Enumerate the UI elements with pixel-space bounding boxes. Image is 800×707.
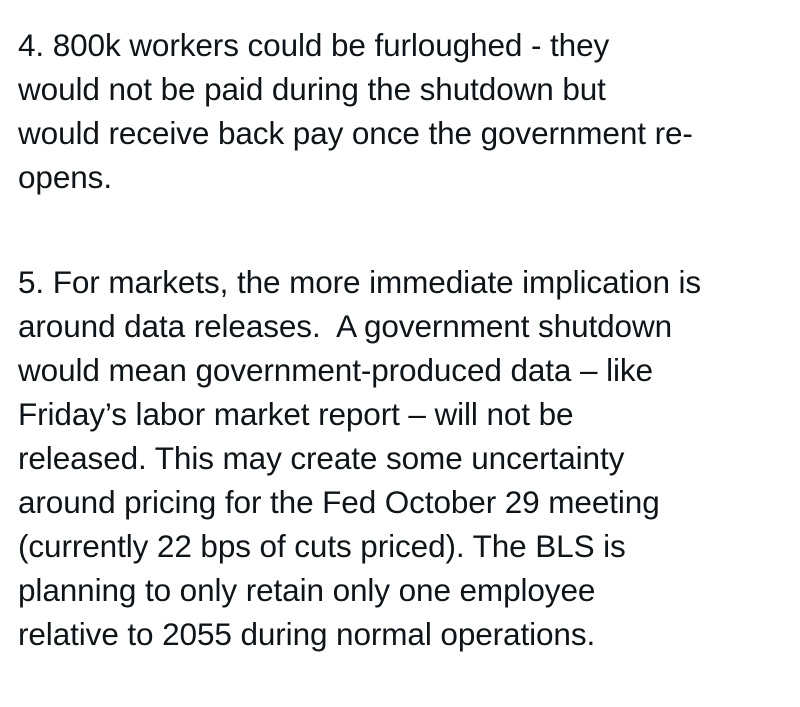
text-line: around data releases. A government shutd… bbox=[18, 308, 673, 344]
text-line: (currently 22 bps of cuts priced). The B… bbox=[18, 528, 626, 564]
text-line: around pricing for the Fed October 29 me… bbox=[18, 484, 660, 520]
text-line: would mean government-produced data – li… bbox=[18, 352, 653, 388]
text-line: 5. For markets, the more immediate impli… bbox=[18, 264, 702, 300]
text-line: planning to only retain only one employe… bbox=[18, 572, 596, 608]
text-line: opens. bbox=[18, 159, 112, 195]
paragraph-5-market-implications: 5. For markets, the more immediate impli… bbox=[18, 260, 701, 656]
text-line: released. This may create some uncertain… bbox=[18, 440, 625, 476]
paragraph-4-furloughed-workers: 4. 800k workers could be furloughed - th… bbox=[18, 23, 693, 199]
text-line: Friday’s labor market report – will not … bbox=[18, 396, 574, 432]
text-line: 4. 800k workers could be furloughed - th… bbox=[18, 27, 610, 63]
text-line: would receive back pay once the governme… bbox=[18, 115, 693, 151]
text-line: relative to 2055 during normal operation… bbox=[18, 616, 596, 652]
text-line: would not be paid during the shutdown bu… bbox=[18, 71, 606, 107]
